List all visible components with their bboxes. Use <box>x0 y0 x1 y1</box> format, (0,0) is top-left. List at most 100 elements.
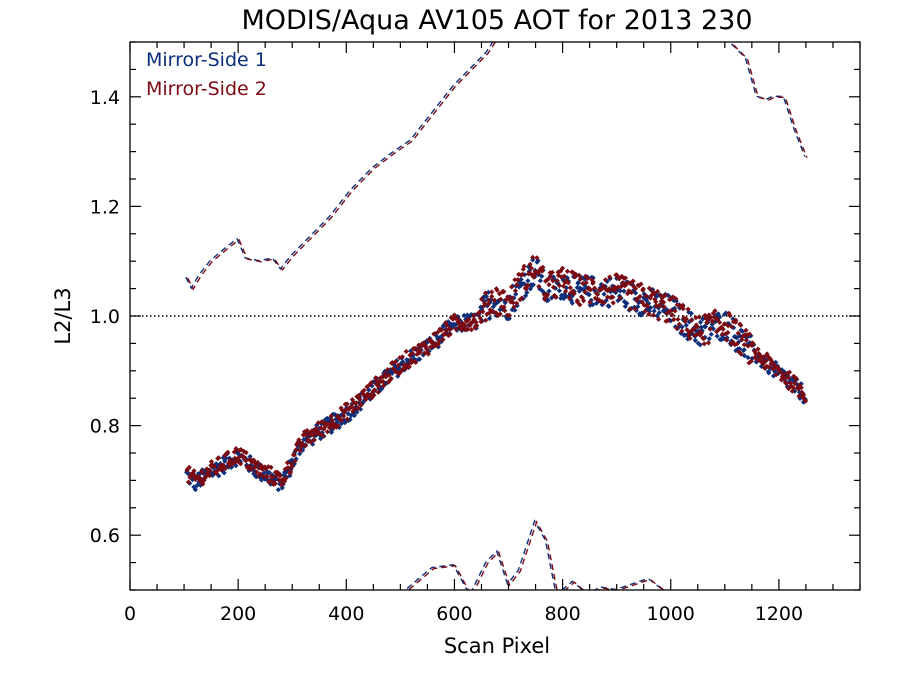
data-point <box>375 389 381 395</box>
x-tick-label: 1000 <box>647 603 695 625</box>
data-point <box>215 463 221 469</box>
data-point <box>665 292 671 298</box>
data-point <box>533 269 539 275</box>
y-tick-label: 1.4 <box>90 87 120 109</box>
data-point <box>741 353 747 359</box>
data-point <box>267 478 273 484</box>
data-point <box>380 379 386 385</box>
data-point <box>490 304 496 310</box>
data-point <box>302 443 309 449</box>
data-point <box>360 400 366 406</box>
data-point <box>316 430 322 436</box>
data-point <box>570 288 576 294</box>
data-point <box>524 289 530 296</box>
data-point <box>351 412 357 419</box>
data-point <box>310 441 316 447</box>
data-point <box>213 461 219 467</box>
data-point <box>229 464 235 470</box>
data-point <box>733 317 739 323</box>
data-point <box>559 292 565 298</box>
data-point <box>723 337 730 343</box>
data-point <box>341 413 347 419</box>
data-point <box>400 366 406 372</box>
data-point <box>365 393 371 399</box>
data-point <box>764 363 770 369</box>
data-point <box>283 475 289 481</box>
data-point <box>610 294 616 300</box>
data-point <box>371 379 377 385</box>
data-point <box>273 473 279 479</box>
data-point <box>672 305 678 311</box>
data-point <box>681 315 687 321</box>
data-point <box>747 331 753 337</box>
data-point <box>357 396 363 403</box>
data-point <box>207 467 213 474</box>
data-point <box>417 347 423 353</box>
data-point <box>423 346 430 352</box>
data-point <box>716 319 723 325</box>
data-point <box>367 396 373 402</box>
data-point <box>251 457 257 463</box>
data-point <box>514 300 520 306</box>
data-point <box>320 420 326 426</box>
data-point <box>459 325 465 331</box>
data-point <box>263 466 269 472</box>
data-point <box>417 356 423 362</box>
data-point <box>694 331 700 337</box>
data-point <box>674 325 680 331</box>
data-point <box>712 315 718 321</box>
data-point <box>712 308 718 314</box>
data-point <box>714 333 720 339</box>
data-point <box>606 303 612 309</box>
data-point <box>512 307 518 313</box>
data-point <box>595 291 601 297</box>
data-point <box>614 275 620 281</box>
data-point <box>421 340 427 346</box>
data-point <box>283 470 289 476</box>
chart-title: MODIS/Aqua AV105 AOT for 2013 230 <box>241 5 752 36</box>
data-point <box>576 272 582 278</box>
data-point <box>485 301 491 307</box>
data-point <box>661 299 667 305</box>
data-point <box>371 392 377 398</box>
data-point <box>549 295 555 301</box>
data-point <box>328 423 334 429</box>
data-point <box>623 282 629 288</box>
data-point <box>479 296 485 302</box>
data-point <box>631 284 637 290</box>
data-point <box>796 386 802 392</box>
data-point <box>630 288 636 294</box>
data-point <box>783 381 789 387</box>
data-point <box>515 277 521 283</box>
data-point <box>532 271 538 278</box>
data-point <box>761 354 767 360</box>
data-point <box>629 289 635 296</box>
data-point <box>360 389 366 395</box>
data-point <box>626 288 632 294</box>
data-point <box>361 387 367 393</box>
data-point <box>581 298 587 304</box>
y-axis-label: L2/L3 <box>51 287 75 344</box>
data-point <box>747 340 753 346</box>
data-point <box>473 319 479 325</box>
data-point <box>622 303 628 309</box>
data-point <box>554 278 560 284</box>
bound-lower-series-1 <box>404 519 665 590</box>
data-point <box>537 278 543 284</box>
data-point <box>228 461 234 467</box>
data-point <box>238 461 244 467</box>
data-point <box>768 357 774 363</box>
data-point <box>404 357 410 363</box>
data-point <box>576 288 582 294</box>
data-point <box>241 448 247 454</box>
data-point <box>715 311 721 317</box>
x-tick-label: 800 <box>544 603 580 625</box>
data-point <box>399 354 405 360</box>
data-point <box>277 473 283 479</box>
data-point <box>434 343 440 349</box>
data-point <box>545 276 551 282</box>
data-point <box>409 350 416 356</box>
data-point <box>494 287 500 293</box>
bound-upper-series-1 <box>185 42 806 290</box>
data-point <box>638 281 644 287</box>
